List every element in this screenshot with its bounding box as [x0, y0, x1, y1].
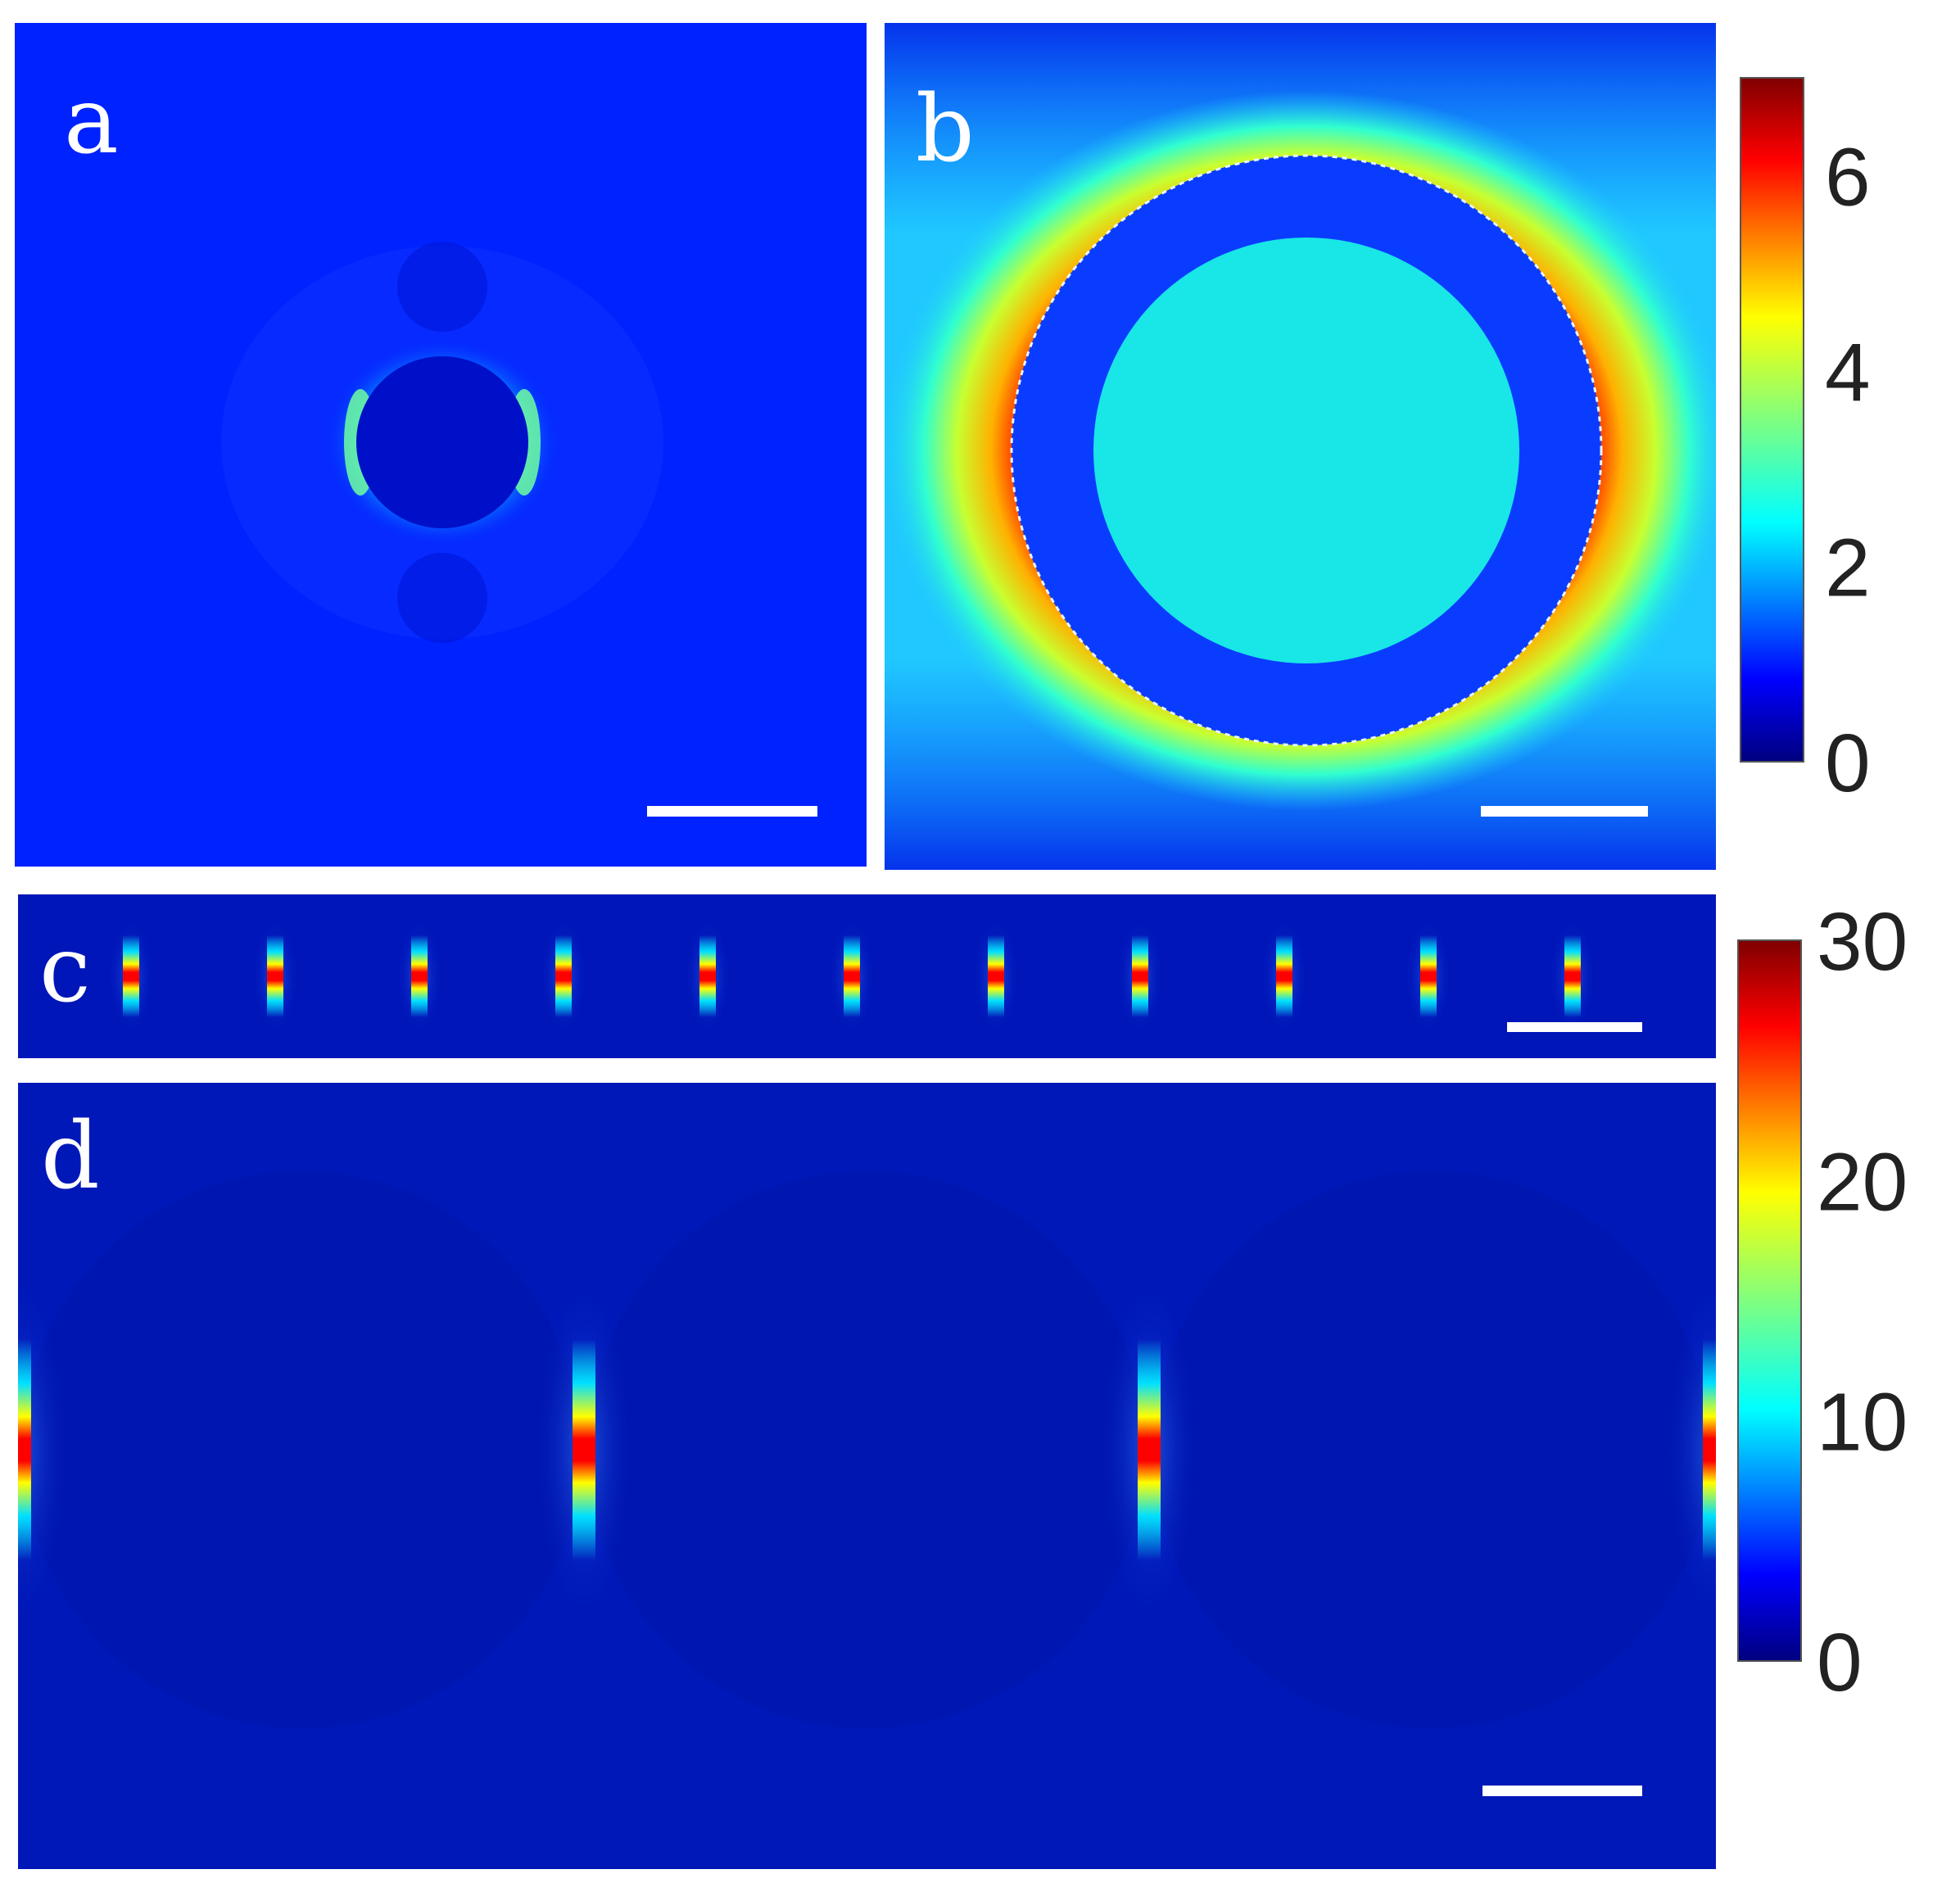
- panel-c-hot-spot: [1564, 935, 1581, 1017]
- panel-a-scale-bar: [647, 806, 817, 817]
- panel-d-heatmap: d: [18, 1083, 1716, 1869]
- panel-c-hot-spot: [267, 935, 283, 1017]
- top-colorbar-tick-label: 0: [1825, 717, 1871, 809]
- panel-a-node-bottom: [397, 553, 487, 643]
- panel-c-hot-spot: [1420, 935, 1437, 1017]
- panel-c-hot-spot: [1132, 935, 1148, 1017]
- bottom-colorbar-tick-label: 20: [1817, 1136, 1908, 1228]
- panel-d-particle-1: [23, 1171, 580, 1728]
- panel-c-hot-spot: [844, 935, 860, 1017]
- panel-a-label: a: [64, 68, 119, 174]
- panel-c-hot-spot: [699, 935, 716, 1017]
- panel-c-label: c: [39, 917, 91, 1023]
- colorbar-top-gradient: [1740, 77, 1804, 763]
- panel-c-hot-spot: [555, 935, 572, 1017]
- panel-d-label: d: [41, 1103, 100, 1210]
- panel-d-hot-spot: [1703, 1339, 1716, 1560]
- top-colorbar-tick-label: 2: [1825, 522, 1871, 613]
- panel-a-node-top: [397, 242, 487, 332]
- bottom-colorbar-tick-label: 30: [1817, 896, 1908, 988]
- panel-a-heatmap: a: [15, 23, 867, 867]
- top-colorbar-tick-label: 6: [1825, 131, 1871, 223]
- panel-b-label: b: [916, 76, 975, 183]
- panel-d-particle-3: [1153, 1171, 1710, 1728]
- colorbar-bottom: 30 20 10 0: [1737, 896, 1908, 1709]
- panel-d-hot-spot: [18, 1339, 31, 1560]
- panel-b-heatmap: b: [885, 23, 1716, 870]
- panel-d-hot-spot: [573, 1339, 595, 1560]
- bottom-colorbar-tick-label: 0: [1817, 1617, 1863, 1709]
- panel-d-particle-2: [588, 1171, 1145, 1728]
- colorbar-top: 6 4 2 0: [1740, 77, 1871, 809]
- panel-c-hot-spot: [988, 935, 1004, 1017]
- panel-c-hot-spot: [411, 935, 428, 1017]
- panel-c-hot-spot: [1276, 935, 1292, 1017]
- panel-a-particle: [356, 356, 528, 528]
- bottom-colorbar-tick-label: 10: [1817, 1377, 1908, 1469]
- panel-d-scale-bar: [1482, 1786, 1642, 1796]
- panel-d-hot-spot: [1138, 1339, 1161, 1560]
- top-colorbar-tick-label: 4: [1825, 327, 1871, 419]
- panel-b-scale-bar: [1481, 806, 1648, 817]
- panel-c-heatmap: c: [18, 894, 1716, 1058]
- colorbar-bottom-gradient: [1737, 939, 1802, 1662]
- panel-c-hot-spot: [123, 935, 139, 1017]
- panel-b-core: [1093, 238, 1519, 663]
- panel-c-scale-bar: [1507, 1022, 1642, 1032]
